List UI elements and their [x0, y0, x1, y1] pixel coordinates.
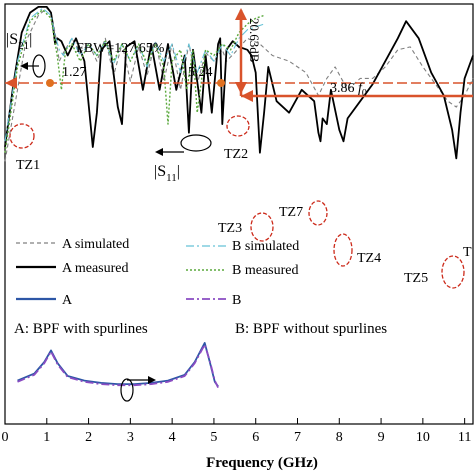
inset-curves — [17, 342, 219, 388]
series-line-2 — [4, 7, 265, 142]
s21-arrow-head — [20, 62, 28, 70]
tz3-label: TZ3 — [218, 221, 242, 236]
marker-5-24 — [217, 79, 225, 87]
s11-curve-marker — [180, 134, 212, 152]
rejection-label: 20.63dB — [247, 18, 262, 63]
x-tick-label-11: 11 — [458, 430, 471, 445]
legend-label-b: B — [232, 293, 241, 308]
tz1-circle — [9, 123, 35, 149]
legend-label-a-measured: A measured — [62, 261, 128, 276]
legend: A simulated B simulated A measured B mea… — [16, 237, 299, 308]
x-tick-label-9: 9 — [378, 430, 385, 445]
legend-label-b-measured: B measured — [232, 263, 298, 278]
x-tick-label-2: 2 — [85, 430, 92, 445]
tz6-label-partial: T — [463, 245, 472, 260]
inset-arrow-head — [148, 376, 156, 384]
s21-label: |S21| — [6, 31, 32, 52]
tz5-circle — [441, 255, 465, 289]
tz1-label: TZ1 — [16, 158, 40, 173]
series-line-0 — [4, 7, 474, 162]
x-tick-label-6: 6 — [252, 430, 259, 445]
tz7-circle — [308, 200, 328, 226]
x-axis-ticks — [4, 418, 466, 424]
tz7-label: TZ7 — [279, 205, 303, 220]
x-tick-label-8: 8 — [336, 430, 343, 445]
tz3-circle — [250, 212, 274, 242]
x-tick-label-0: 0 — [2, 430, 9, 445]
tz5-label: TZ5 — [404, 271, 428, 286]
s11-label: |S11| — [154, 163, 180, 184]
legend-label-a: A — [62, 293, 73, 308]
x-axis-label: Frequency (GHz) — [206, 455, 318, 471]
x-tick-label-1: 1 — [43, 430, 50, 445]
inset-line-1 — [17, 343, 219, 388]
tz2-circle — [226, 115, 250, 137]
x-tick-label-10: 10 — [416, 430, 430, 445]
tz4-label: TZ4 — [357, 251, 381, 266]
fbw-label: FBW=127.65% — [76, 41, 165, 56]
caption-a: A: BPF with spurlines — [14, 321, 148, 337]
caption-b: B: BPF without spurlines — [235, 321, 387, 337]
freq-label-1: 1.27 — [62, 65, 87, 80]
arrow-head-down — [235, 82, 247, 94]
marker-1-27 — [46, 79, 54, 87]
inset-line-0 — [17, 342, 219, 387]
tz4-circle — [333, 233, 353, 267]
x-axis-tick-labels: 0 1 2 3 4 5 6 7 8 9 10 11 — [2, 430, 472, 445]
s11-arrow-head — [155, 148, 163, 156]
x-tick-label-4: 4 — [169, 430, 176, 445]
x-tick-label-3: 3 — [127, 430, 134, 445]
inset-curve-marker — [120, 378, 134, 402]
arrow-head-up — [235, 8, 247, 20]
freq-label-2: 5.24 — [188, 65, 213, 80]
legend-label-a-simulated: A simulated — [62, 237, 129, 252]
harmonic-label: 3.86 f0 — [330, 81, 367, 99]
arrow-head-left-top — [5, 77, 17, 89]
legend-label-b-simulated: B simulated — [232, 239, 299, 254]
x-tick-label-7: 7 — [294, 430, 301, 445]
tz2-label: TZ2 — [224, 147, 248, 162]
arrow-head-left — [241, 90, 253, 102]
plot-frame — [4, 3, 474, 425]
x-tick-label-5: 5 — [210, 430, 217, 445]
